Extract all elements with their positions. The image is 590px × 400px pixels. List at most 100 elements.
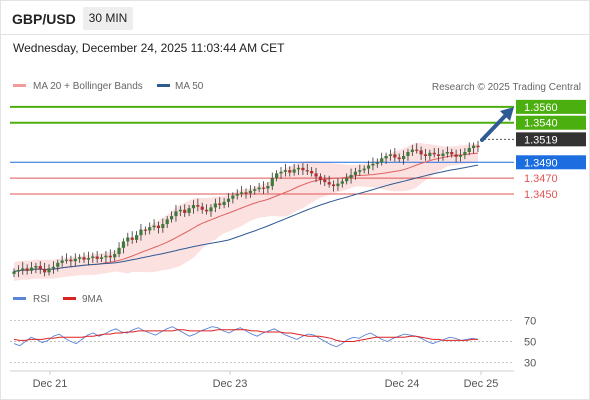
candle-body bbox=[349, 174, 353, 179]
candle-body bbox=[25, 268, 29, 271]
header-divider bbox=[0, 34, 590, 35]
candle-body bbox=[472, 145, 476, 149]
support-level-label: 1.3470 bbox=[524, 173, 558, 185]
timeframe-button[interactable]: 30 MIN bbox=[83, 7, 133, 30]
candle-body bbox=[288, 170, 292, 173]
candle-body bbox=[130, 237, 134, 240]
candle-body bbox=[253, 189, 257, 191]
candle-body bbox=[38, 266, 42, 270]
candle-body bbox=[126, 237, 130, 242]
candle-body bbox=[362, 168, 366, 171]
candle-body bbox=[213, 203, 217, 208]
candle-body bbox=[108, 255, 112, 258]
candle-body bbox=[165, 219, 169, 225]
candle-body bbox=[301, 167, 305, 171]
candle-body bbox=[235, 193, 239, 196]
resistance-level-label: 1.3560 bbox=[524, 102, 558, 114]
candle-body bbox=[437, 154, 441, 156]
candle-body bbox=[283, 170, 287, 172]
candle-body bbox=[69, 259, 73, 262]
candle-body bbox=[345, 178, 349, 182]
candle-body bbox=[156, 225, 161, 228]
candle-body bbox=[196, 205, 200, 207]
candle-body bbox=[29, 267, 34, 271]
candle-body bbox=[143, 229, 147, 231]
candle-body bbox=[428, 152, 432, 156]
candle-body bbox=[419, 150, 423, 155]
current-level-label: 1.3519 bbox=[524, 134, 558, 146]
candle-body bbox=[244, 192, 248, 194]
candle-body bbox=[139, 229, 143, 236]
candle-body bbox=[240, 192, 244, 194]
candle-body bbox=[47, 268, 51, 273]
candle-body bbox=[401, 155, 406, 160]
candle-body bbox=[134, 235, 139, 240]
candle-body bbox=[78, 257, 82, 259]
forecast-arrow-icon bbox=[480, 107, 514, 142]
candle-body bbox=[218, 203, 222, 206]
bollinger-band bbox=[14, 142, 478, 281]
candle-body bbox=[393, 154, 397, 158]
candle-body bbox=[406, 152, 410, 156]
candle-body bbox=[113, 254, 117, 258]
candlesticks bbox=[12, 140, 480, 278]
candle-body bbox=[178, 209, 182, 212]
candle-body bbox=[95, 256, 99, 259]
rsi-legend-label: RSI bbox=[33, 294, 50, 305]
ma50-legend-swatch bbox=[157, 84, 170, 87]
price-level-lines bbox=[10, 105, 514, 195]
datetime-label: Wednesday, December 24, 2025 11:03:44 AM… bbox=[13, 41, 285, 55]
candle-body bbox=[463, 152, 467, 156]
candle-body bbox=[104, 255, 108, 258]
rsi-tick-label: 30 bbox=[524, 358, 536, 370]
candle-body bbox=[336, 183, 340, 187]
candle-body bbox=[314, 173, 318, 177]
candle-body bbox=[231, 195, 235, 199]
support-level-label: 1.3450 bbox=[524, 189, 558, 201]
ma20-legend-label: MA 20 + Bollinger Bands bbox=[33, 81, 143, 92]
candle-body bbox=[432, 152, 436, 155]
rsi-tick-label: 50 bbox=[524, 337, 536, 349]
bollinger-band-area bbox=[14, 142, 478, 281]
candle-body bbox=[60, 260, 64, 263]
candle-body bbox=[323, 179, 327, 183]
candle-body bbox=[441, 153, 445, 156]
candle-body bbox=[388, 154, 393, 156]
x-tick-label: Dec 24 bbox=[385, 378, 420, 390]
candle-body bbox=[397, 157, 401, 160]
current-level-badge bbox=[516, 132, 586, 147]
candle-body bbox=[296, 167, 301, 170]
candle-body bbox=[148, 227, 152, 231]
candle-body bbox=[310, 171, 314, 174]
candle-body bbox=[99, 257, 104, 259]
resistance-level-badge bbox=[516, 99, 586, 114]
ma50-legend-label: MA 50 bbox=[175, 81, 204, 92]
symbol-title: GBP/USD bbox=[12, 11, 76, 27]
candle-body bbox=[56, 262, 60, 267]
candle-body bbox=[366, 165, 371, 169]
candle-body bbox=[384, 155, 388, 159]
price-level-labels: 1.3560 1.3540 1.3519 1.3490 1.3470 1.3450 bbox=[516, 99, 586, 201]
x-tick-label: Dec 23 bbox=[213, 378, 248, 390]
candle-body bbox=[21, 268, 25, 270]
ma9-legend-swatch bbox=[63, 297, 76, 300]
candle-body bbox=[266, 186, 270, 189]
candle-body bbox=[43, 269, 47, 273]
candle-body bbox=[73, 258, 77, 262]
candle-body bbox=[183, 209, 187, 213]
rsi-tick-label: 70 bbox=[524, 315, 536, 327]
candle-body bbox=[261, 187, 266, 189]
candle-body bbox=[205, 209, 209, 212]
candle-body bbox=[353, 171, 358, 175]
candle-body bbox=[257, 187, 261, 190]
candle-body bbox=[248, 190, 252, 194]
rsi-panel: 70 50 30 bbox=[10, 315, 536, 370]
resistance-level-label: 1.3540 bbox=[524, 118, 558, 130]
candle-body bbox=[423, 154, 428, 156]
candle-body bbox=[222, 201, 226, 206]
candle-body bbox=[380, 158, 384, 163]
candle-body bbox=[476, 145, 480, 148]
candle-body bbox=[305, 170, 309, 172]
ma9-legend-label: 9MA bbox=[82, 294, 103, 305]
